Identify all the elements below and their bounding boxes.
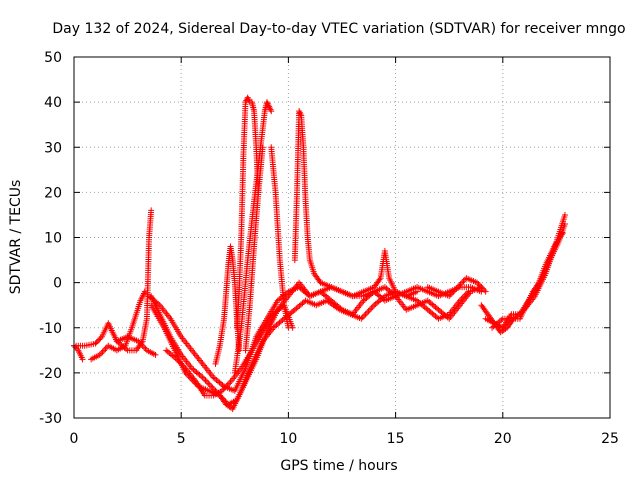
x-tick-label: 10 (279, 431, 297, 447)
data-point (285, 324, 292, 331)
series-track-d (113, 333, 159, 358)
series-track-m (489, 211, 568, 331)
x-tick-label: 20 (494, 431, 512, 447)
data-point (369, 303, 376, 310)
data-point (97, 335, 104, 342)
data-point (101, 347, 108, 354)
data-point (201, 375, 208, 382)
data-point (559, 229, 566, 236)
series-track-g (148, 288, 472, 412)
data-point (364, 309, 371, 316)
data-point (206, 381, 213, 388)
x-tick-label: 5 (177, 431, 186, 447)
data-point (79, 356, 86, 363)
series-spike-4 (242, 144, 266, 354)
series-track-l (482, 229, 566, 331)
data-point (365, 308, 372, 315)
data-point (362, 311, 369, 318)
data-point (203, 378, 210, 385)
x-tick-label: 0 (70, 431, 79, 447)
data-point (366, 306, 373, 313)
series-track-j (424, 275, 489, 300)
x-tick-label: 15 (387, 431, 405, 447)
data-point (141, 288, 148, 295)
x-tick-label: 25 (601, 431, 619, 447)
series-spike-6 (291, 108, 324, 286)
data-point (93, 339, 100, 346)
data-point (236, 347, 243, 354)
data-point (152, 351, 159, 358)
y-tick-label: 40 (44, 95, 62, 111)
data-point (202, 377, 209, 384)
series-track-e (146, 284, 485, 394)
y-tick-label: -30 (39, 411, 62, 427)
series-track-k (478, 220, 568, 336)
data-point (226, 380, 233, 387)
series-spike-2 (233, 94, 262, 331)
data-point (205, 380, 212, 387)
chart-title: Day 132 of 2024, Sidereal Day-to-day VTE… (52, 21, 625, 37)
series-spike-5 (268, 144, 292, 331)
series-track-a (71, 207, 155, 354)
data-point (95, 337, 102, 344)
data-point (99, 348, 106, 355)
data-point (96, 336, 103, 343)
x-axis-label: GPS time / hours (280, 458, 397, 474)
y-tick-label: 50 (44, 50, 62, 66)
y-tick-label: 20 (44, 185, 62, 201)
y-tick-label: -10 (39, 321, 62, 337)
data-point (92, 340, 99, 347)
y-tick-label: 0 (53, 276, 62, 292)
series-spike-1 (212, 243, 243, 367)
data-point (414, 288, 421, 295)
data-point (72, 344, 79, 351)
y-tick-label: -20 (39, 366, 62, 382)
data-point (368, 305, 375, 312)
grid-layer (74, 57, 610, 418)
y-tick-label: 10 (44, 231, 62, 247)
data-point (561, 211, 568, 218)
series-track-b (71, 342, 86, 363)
data-point (148, 207, 155, 214)
y-tick-label: 30 (44, 140, 62, 156)
data-point (259, 144, 266, 151)
series-track-h (163, 302, 296, 399)
data-point (359, 314, 366, 321)
series-track-c (88, 288, 148, 363)
y-axis-label: SDTVAR / TECUs (8, 180, 24, 295)
data-point (482, 288, 489, 295)
series-track-i (317, 248, 421, 300)
axis-layer: 0 5 10 15 20 25 -30 -20 -10 0 10 20 30 40 50 (39, 50, 619, 447)
data-layer (71, 94, 568, 412)
data-point (296, 109, 303, 116)
data-point (268, 108, 275, 115)
data-point (465, 288, 472, 295)
